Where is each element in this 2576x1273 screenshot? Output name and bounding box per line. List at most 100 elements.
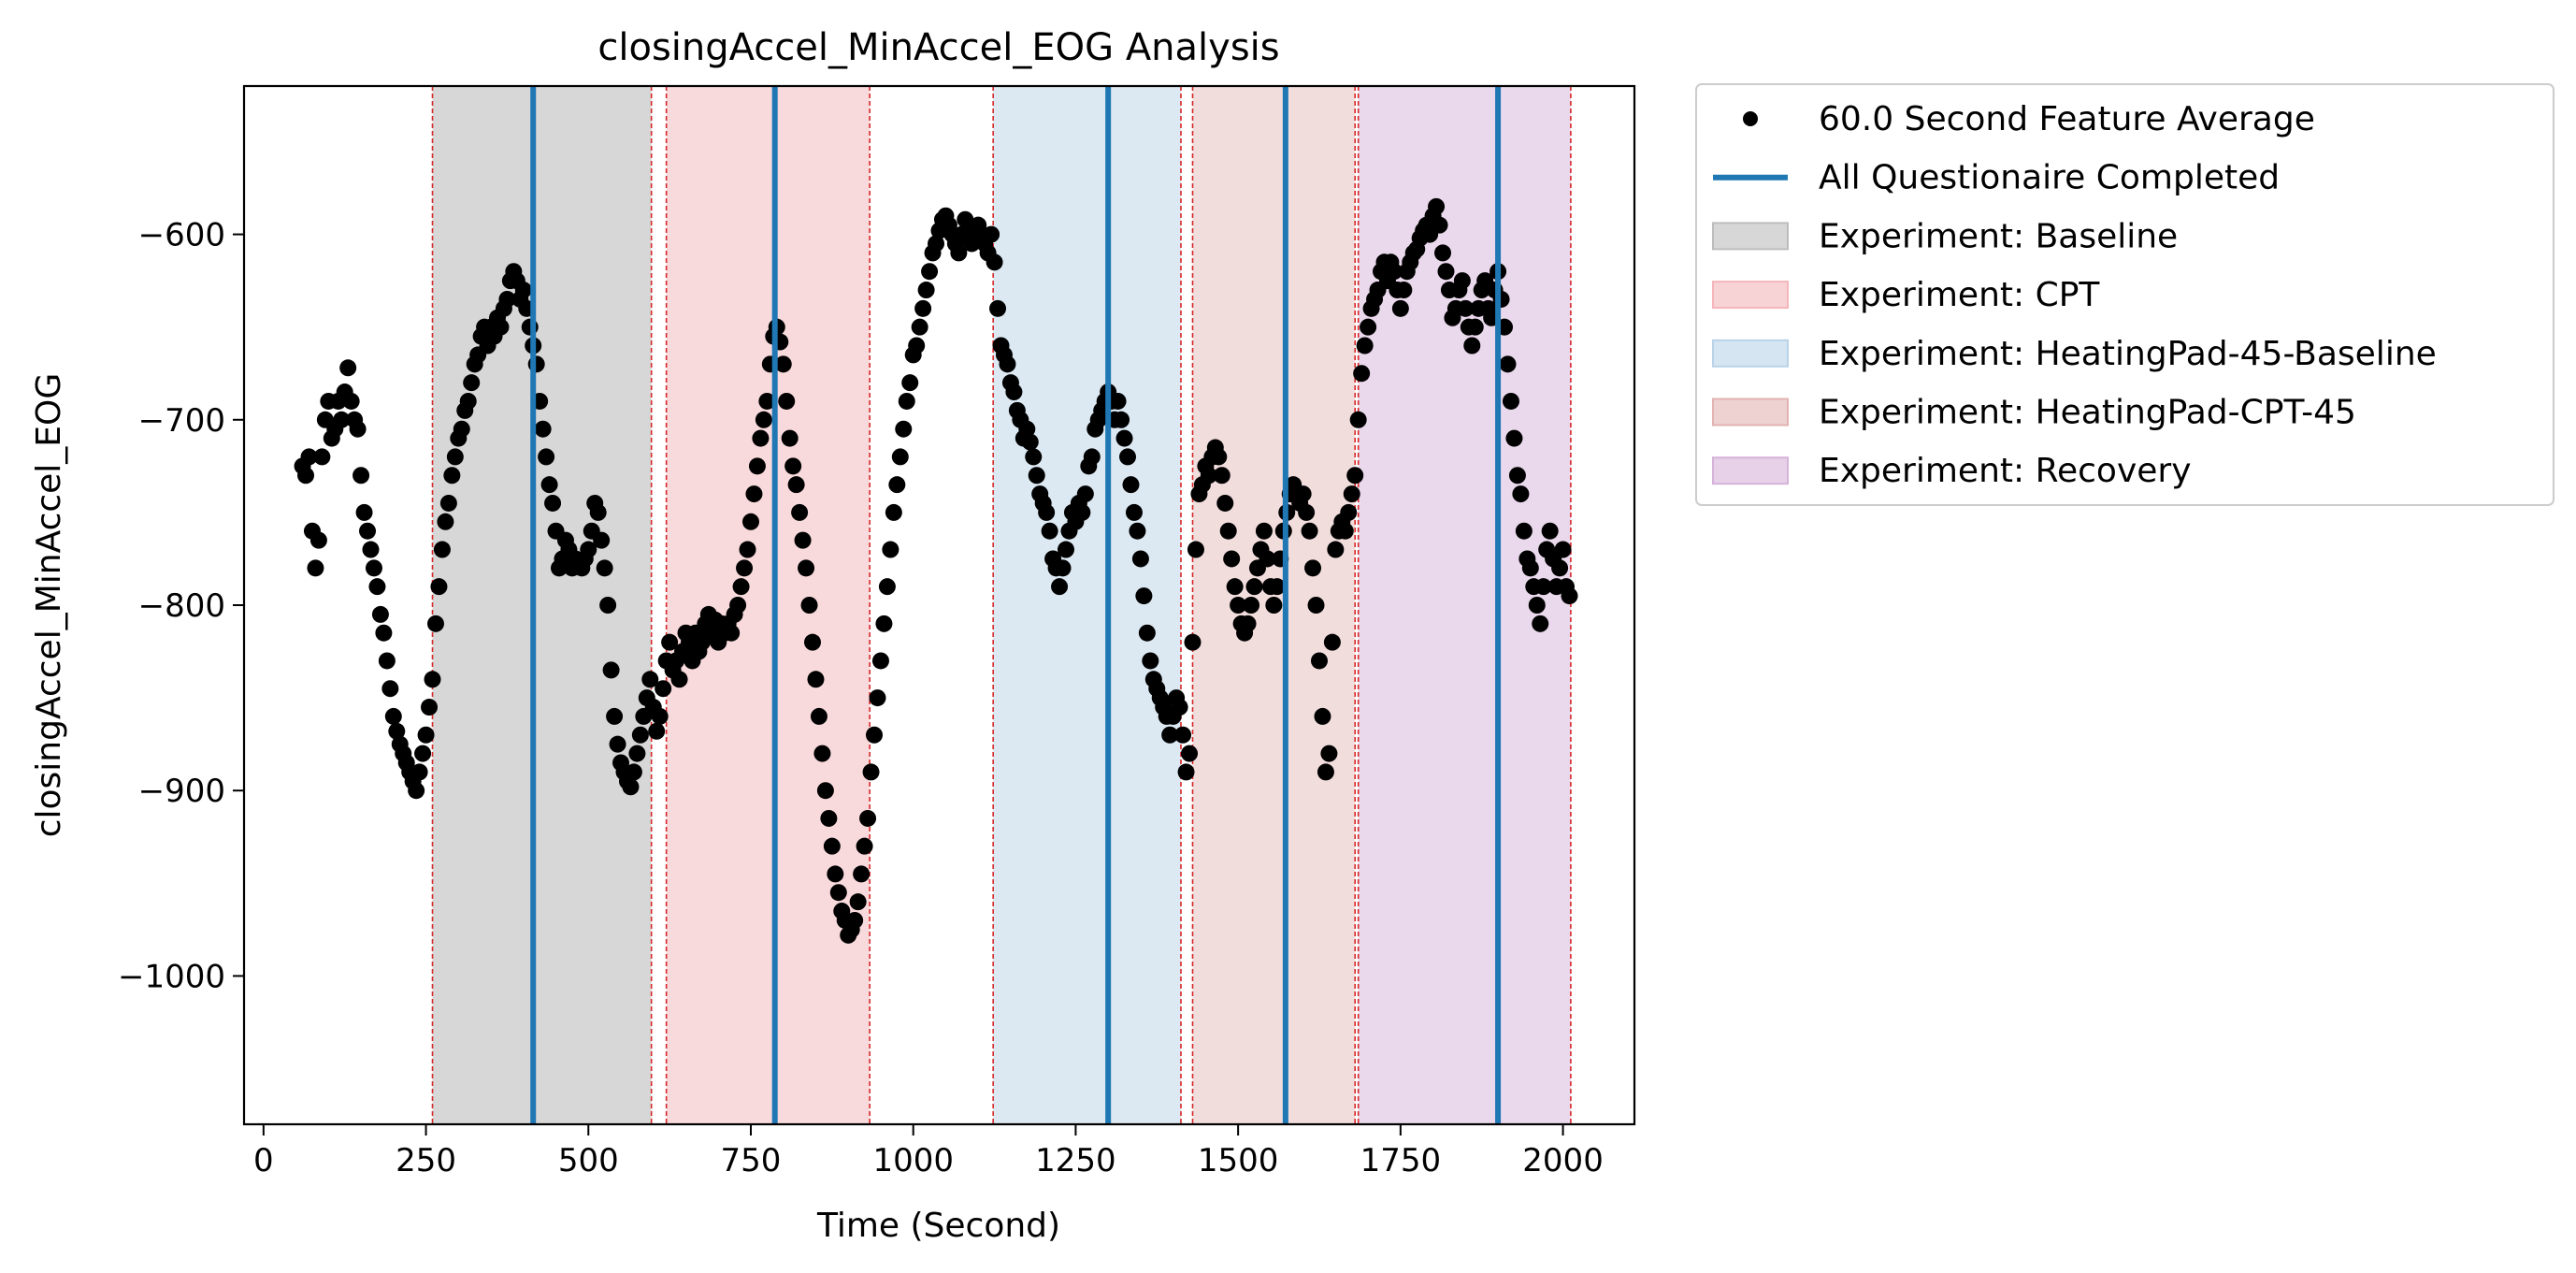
data-point [421, 699, 439, 716]
chart-title: closingAccel_MinAccel_EOG Analysis [597, 26, 1279, 69]
data-point [1219, 522, 1237, 540]
data-point [1223, 550, 1241, 568]
data-point [1073, 503, 1091, 521]
data-point [1434, 244, 1452, 262]
experiment-band [993, 86, 1181, 1124]
data-point [1301, 522, 1318, 540]
data-point [829, 884, 847, 902]
x-axis-label: Time (Second) [816, 1207, 1060, 1245]
data-point [349, 420, 367, 438]
x-tick-label: 1750 [1360, 1142, 1442, 1179]
data-point [514, 282, 532, 299]
data-point [378, 652, 396, 670]
y-tick-label: −900 [138, 773, 225, 810]
data-point [908, 337, 926, 354]
data-point [1226, 578, 1244, 596]
data-point [781, 429, 799, 447]
data-point [1314, 707, 1331, 725]
data-point [1200, 467, 1217, 485]
data-point [755, 411, 772, 428]
data-point [1298, 503, 1316, 521]
legend-label: Experiment: CPT [1819, 276, 2100, 314]
data-point [1395, 282, 1413, 299]
data-point [443, 467, 461, 485]
data-point [736, 559, 754, 577]
data-point [774, 355, 792, 373]
data-point [593, 531, 611, 549]
data-point [1113, 411, 1130, 428]
data-point [816, 782, 834, 800]
data-point [739, 541, 756, 558]
experiment-band [432, 86, 652, 1124]
legend-marker-patch [1712, 398, 1789, 427]
data-point [433, 541, 451, 558]
data-point [1463, 337, 1481, 354]
data-point [1304, 559, 1322, 577]
data-point [625, 763, 642, 781]
data-point [1457, 299, 1475, 317]
data-point [875, 615, 893, 632]
experiment-boundaries [431, 86, 1572, 1124]
data-point [1025, 448, 1043, 466]
data-point [901, 374, 919, 392]
data-point [989, 299, 1007, 317]
data-point [417, 726, 435, 744]
data-point [1532, 615, 1549, 632]
data-point [410, 763, 428, 781]
data-point [1340, 503, 1358, 521]
data-point [1041, 522, 1058, 540]
x-tick-label: 250 [396, 1142, 456, 1179]
data-point [1239, 615, 1257, 632]
data-point [810, 707, 827, 725]
data-point [381, 680, 399, 698]
data-point [1213, 467, 1230, 485]
data-point [1265, 597, 1283, 614]
data-point [375, 624, 393, 642]
x-tick-label: 0 [253, 1142, 274, 1179]
data-point [1521, 559, 1539, 577]
data-point [339, 359, 357, 377]
data-point [388, 722, 406, 740]
data-point [911, 318, 928, 336]
data-point [878, 578, 896, 596]
data-point [1119, 448, 1137, 466]
data-point [1051, 578, 1069, 596]
legend-label: Experiment: Recovery [1819, 452, 2192, 490]
data-point [1310, 652, 1328, 670]
data-point [1125, 503, 1143, 521]
data-point [1453, 272, 1471, 290]
data-point [1534, 578, 1552, 596]
legend-marker-patch [1712, 456, 1789, 485]
data-point [1437, 263, 1455, 281]
data-point [1083, 448, 1101, 466]
data-point [1005, 383, 1023, 401]
data-point [1327, 541, 1345, 558]
data-point [1346, 467, 1364, 485]
data-point [827, 865, 844, 883]
data-point [437, 513, 454, 530]
data-point [871, 652, 889, 670]
data-point [1508, 467, 1526, 485]
data-point [1428, 197, 1446, 215]
data-point [1018, 420, 1036, 438]
data-point [426, 615, 444, 632]
data-point [1138, 624, 1156, 642]
x-tick-label: 1000 [872, 1142, 954, 1179]
data-point [866, 726, 884, 744]
data-point [1131, 550, 1149, 568]
data-point [362, 541, 380, 558]
data-point [758, 392, 776, 410]
data-point [446, 448, 464, 466]
data-point [846, 911, 864, 929]
data-point [794, 531, 812, 549]
data-point [1323, 633, 1341, 651]
legend-label: Experiment: Baseline [1819, 217, 2178, 255]
data-point [492, 318, 510, 336]
data-point [1109, 392, 1127, 410]
data-point [1528, 597, 1546, 614]
data-point [297, 467, 315, 485]
experiment-bands [432, 86, 1571, 1124]
data-point [849, 893, 867, 911]
data-point [655, 680, 672, 698]
